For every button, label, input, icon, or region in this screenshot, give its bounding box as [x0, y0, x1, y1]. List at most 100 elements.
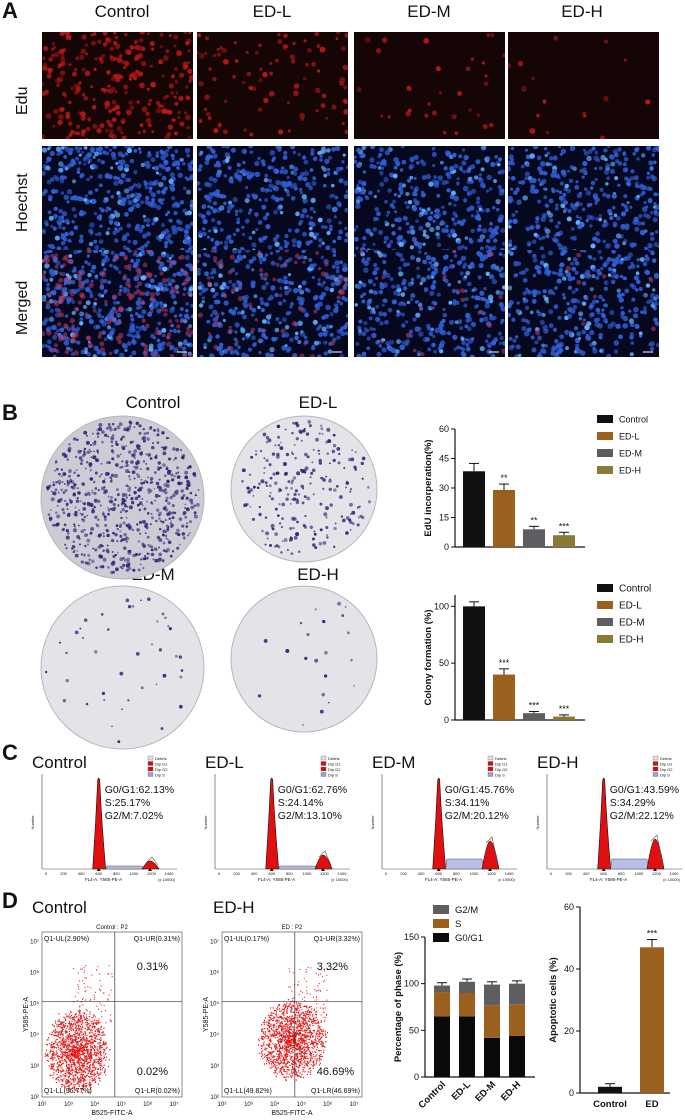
hoechst-nucleus — [567, 285, 573, 291]
hoechst-nucleus — [263, 177, 269, 183]
hoechst-nucleus — [343, 180, 348, 186]
hoechst-nucleus — [508, 221, 511, 226]
hoechst-nucleus — [182, 186, 187, 191]
colony-dot — [91, 432, 94, 435]
plot-header: Control : P2 — [96, 925, 128, 931]
hoechst-nucleus — [103, 199, 108, 204]
merged-nucleus — [117, 291, 122, 296]
hoechst-nucleus — [88, 241, 94, 247]
micrograph-edu-3 — [354, 32, 505, 139]
hoechst-nucleus — [524, 305, 530, 311]
hoechst-nucleus — [562, 192, 567, 197]
hoechst-nucleus — [590, 243, 596, 249]
colony-dot — [123, 465, 126, 468]
hoechst-nucleus — [417, 250, 422, 254]
hoechst-nucleus — [171, 196, 176, 201]
colony-dot — [72, 540, 76, 544]
edu-nucleus — [305, 62, 310, 67]
colony-dot — [292, 421, 295, 425]
colony-dot — [344, 605, 347, 608]
legend-label: Debris — [660, 756, 672, 761]
hoechst-nucleus — [578, 316, 583, 321]
cell-cycle-stat: G0/G1:45.76% — [444, 784, 515, 796]
hoechst-nucleus — [279, 286, 283, 290]
hoechst-nucleus — [120, 173, 126, 179]
event-dot — [51, 1024, 54, 1026]
hoechst-nucleus — [425, 254, 432, 261]
edu-nucleus — [114, 104, 120, 110]
hoechst-nucleus — [398, 241, 404, 247]
hoechst-nucleus — [146, 223, 150, 228]
hoechst-nucleus — [532, 257, 538, 263]
hoechst-nucleus — [558, 267, 563, 273]
edu-nucleus — [204, 107, 208, 111]
hoechst-nucleus — [397, 266, 403, 271]
colony-dot — [190, 501, 194, 505]
hoechst-nucleus — [91, 264, 97, 270]
hoechst-nucleus — [144, 185, 149, 190]
colony-dot — [87, 491, 90, 494]
colony-dot — [252, 495, 255, 497]
legend-label: Control — [619, 584, 651, 595]
colony-dot — [79, 543, 82, 546]
colony-dot — [81, 518, 86, 523]
colony-dot — [122, 435, 126, 439]
hoechst-nucleus — [453, 163, 459, 169]
colony-dot — [144, 479, 147, 483]
colony-dish-1 — [40, 415, 205, 580]
edu-nucleus — [166, 132, 171, 137]
hoechst-nucleus — [208, 176, 214, 182]
hoechst-nucleus — [93, 302, 97, 306]
hoechst-nucleus — [602, 239, 606, 243]
colony-dot — [263, 471, 266, 475]
hoechst-nucleus — [225, 146, 230, 149]
hoechst-nucleus — [149, 305, 155, 310]
event-dot — [59, 1026, 61, 1028]
edu-nucleus — [183, 32, 188, 35]
edu-nucleus — [113, 73, 118, 79]
colony-dot — [248, 473, 252, 476]
colony-dot — [97, 535, 100, 537]
hoechst-nucleus — [319, 154, 323, 158]
hoechst-nucleus — [365, 250, 369, 253]
event-dot — [80, 1080, 82, 1082]
colony-dot — [130, 460, 134, 464]
hoechst-nucleus — [409, 245, 414, 250]
colony-dot — [73, 549, 76, 552]
hoechst-nucleus — [325, 304, 331, 311]
hoechst-nucleus — [218, 273, 223, 278]
hoechst-nucleus — [48, 215, 54, 221]
hoechst-nucleus — [479, 256, 486, 262]
colony-dot — [251, 517, 255, 521]
hoechst-nucleus — [93, 345, 99, 351]
colony-dot — [127, 488, 131, 492]
hoechst-nucleus — [641, 221, 645, 226]
edu-nucleus — [45, 113, 52, 120]
colony-dot — [292, 497, 297, 501]
hoechst-nucleus — [283, 285, 288, 290]
hoechst-nucleus — [215, 334, 220, 339]
hoechst-nucleus — [646, 186, 651, 191]
edu-nucleus — [73, 67, 78, 72]
hoechst-nucleus — [582, 301, 587, 306]
colony-dot — [125, 598, 130, 603]
hoechst-nucleus — [186, 240, 192, 246]
hoechst-nucleus — [52, 246, 56, 250]
hoechst-nucleus — [79, 311, 85, 317]
colony-dot — [111, 560, 116, 564]
hoechst-nucleus — [452, 169, 457, 174]
edu-nucleus — [91, 105, 97, 110]
hoechst-nucleus — [284, 324, 290, 330]
hoechst-nucleus — [332, 239, 337, 244]
edu-nucleus — [168, 33, 172, 37]
hoechst-nucleus — [374, 276, 379, 280]
merged-nucleus — [381, 275, 386, 280]
merged-nucleus — [86, 335, 91, 341]
g1-peak — [597, 777, 612, 870]
edu-nucleus — [79, 54, 85, 60]
hoechst-nucleus — [140, 275, 147, 281]
hoechst-nucleus — [368, 190, 373, 196]
colony-dot — [164, 530, 168, 534]
hoechst-nucleus — [135, 306, 140, 311]
hoechst-nucleus — [43, 250, 48, 255]
